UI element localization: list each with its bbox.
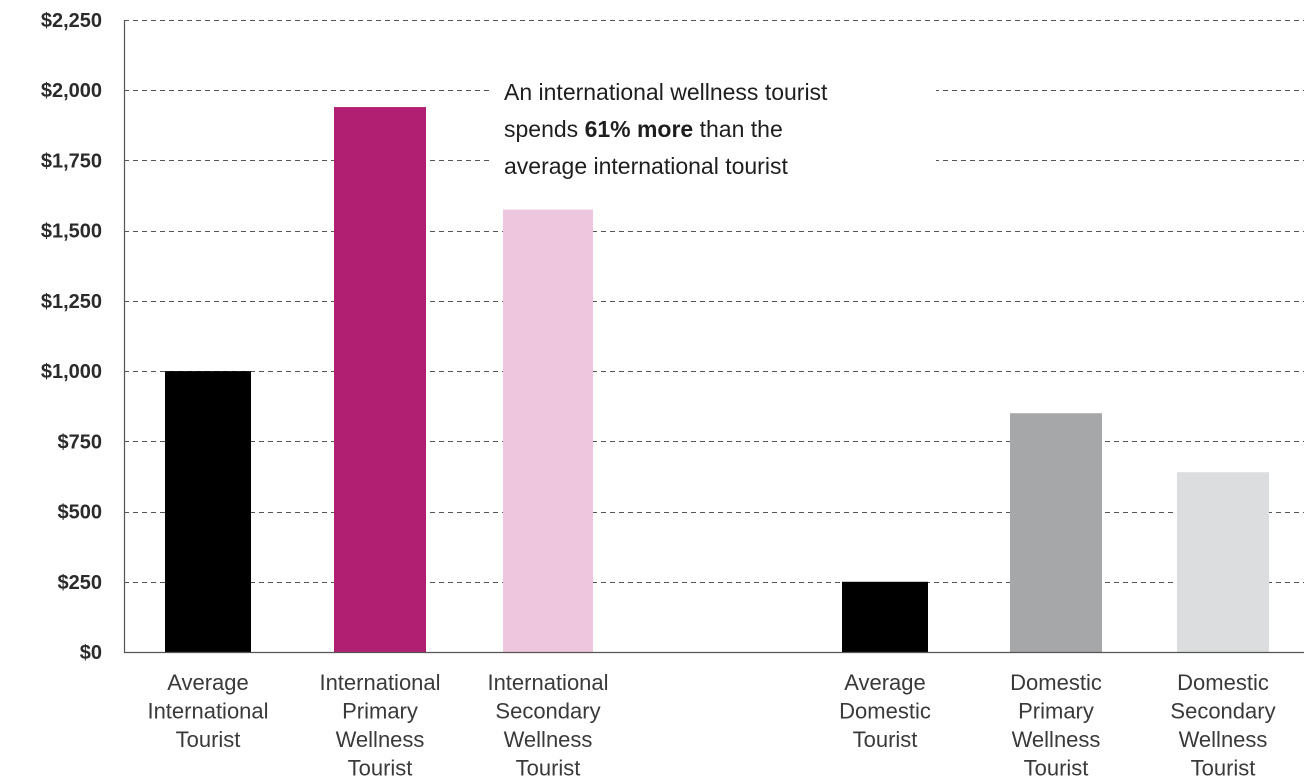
annotation-line-1: An international wellness tourist — [504, 79, 828, 105]
bar — [334, 107, 426, 652]
x-category-label-line: Tourist — [176, 727, 241, 752]
y-tick-label: $500 — [58, 502, 103, 524]
x-category-label: Domestic Secondary Wellness Tourist — [1170, 670, 1275, 779]
annotation-highlight: 61% more — [584, 116, 694, 142]
y-tick-label: $1,000 — [41, 361, 102, 383]
x-category-label-line: Average — [167, 670, 249, 695]
x-category-label: Average Domestic Tourist — [839, 670, 931, 752]
x-category-label-line: Secondary — [1170, 699, 1275, 724]
y-tick-labels: $0 $250 $500 $750 $1,000 $1,250 $1,500 $1,750 $2… — [41, 10, 102, 664]
x-category-labels: AverageInternationalTouristInternational… — [147, 670, 1275, 779]
y-tick-label: $250 — [58, 572, 103, 594]
annotation-line-2-start: spends — [504, 116, 585, 142]
x-category-label-line: Domestic — [839, 699, 931, 724]
axes — [123, 20, 1304, 654]
x-category-label-line: Primary — [342, 699, 418, 724]
x-category-label-line: Wellness — [1012, 727, 1101, 752]
x-category-label-line: Wellness — [504, 727, 593, 752]
annotation-line-2: spends 61% more than the — [504, 111, 924, 148]
x-category-label-line: Secondary — [495, 699, 600, 724]
x-category-label-line: Tourist — [1191, 756, 1256, 779]
x-category-label-line: Primary — [1018, 699, 1094, 724]
bar — [1010, 413, 1102, 652]
y-tick-label: $1,500 — [41, 221, 102, 243]
x-category-label-line: Average — [844, 670, 926, 695]
chart-annotation: An international wellness tourist spends… — [492, 74, 936, 191]
x-category-label-line: Tourist — [1024, 756, 1089, 779]
y-tick-label: $2,250 — [41, 10, 102, 32]
x-category-label-line: Domestic — [1177, 670, 1269, 695]
x-category-label-line: Domestic — [1010, 670, 1102, 695]
annotation-line-3: average international tourist — [504, 153, 788, 179]
x-category-label-line: International — [147, 699, 268, 724]
x-category-label-line: Wellness — [336, 727, 425, 752]
bar — [1177, 472, 1269, 652]
x-category-label-line: International — [487, 670, 608, 695]
y-tick-label: $2,000 — [41, 80, 102, 102]
x-category-label: Domestic Primary Wellness Tourist — [1010, 670, 1102, 779]
x-category-label: Average International Tourist — [147, 670, 268, 752]
bar — [503, 209, 593, 652]
bar — [842, 581, 928, 652]
x-category-label-line: International — [319, 670, 440, 695]
x-category-label: International Primary Wellness Tourist — [319, 670, 440, 779]
x-category-label: International Secondary Wellness Tourist — [487, 670, 608, 779]
x-category-label-line: Tourist — [853, 727, 918, 752]
y-tick-label: $0 — [80, 642, 102, 664]
x-category-label-line: Tourist — [348, 756, 413, 779]
bars — [165, 107, 1269, 652]
y-tick-label: $1,250 — [41, 291, 102, 313]
y-tick-label: $1,750 — [41, 150, 102, 172]
x-category-label-line: Tourist — [516, 756, 581, 779]
y-tick-label: $750 — [58, 431, 103, 453]
annotation-line-2-end: than the — [693, 116, 783, 142]
bar — [165, 371, 251, 652]
x-category-label-line: Wellness — [1179, 727, 1268, 752]
